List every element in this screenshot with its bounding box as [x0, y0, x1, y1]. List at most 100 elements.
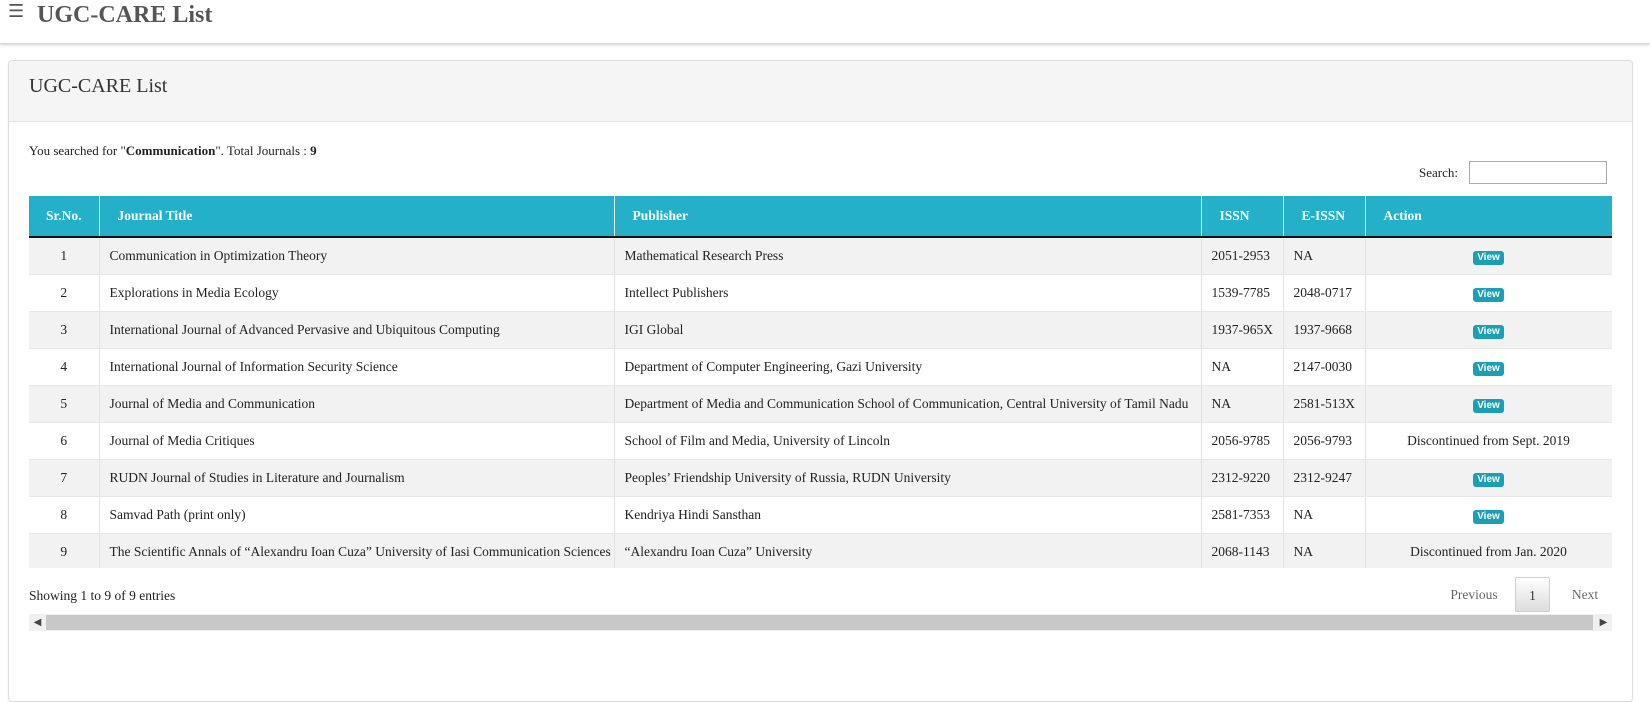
cell-journal-title: Communication in Optimization Theory [99, 237, 615, 275]
discontinued-status: Discontinued from Jan. 2020 [1410, 544, 1567, 559]
table-row: 5 Journal of Media and Communication Depar… [29, 385, 1612, 423]
cell-publisher: IGI Global [614, 311, 1202, 349]
cell-journal-title: International Journal of Information Sec… [99, 348, 615, 386]
column-header-journal-title[interactable]: Journal Title [99, 196, 615, 238]
table-row: 4 International Journal of Information Se… [29, 348, 1612, 386]
view-button[interactable]: View [1473, 250, 1504, 265]
cell-issn: 2056-9785 [1201, 422, 1284, 460]
total-journals-count: 9 [310, 143, 317, 158]
view-button[interactable]: View [1473, 324, 1504, 339]
cell-publisher: Department of Computer Engineering, Gazi… [614, 348, 1202, 386]
cell-e-issn: 2581-513X [1283, 385, 1366, 423]
scroll-right-arrow-icon[interactable]: ▶ [1599, 617, 1608, 628]
panel-title: UGC-CARE List [29, 75, 168, 97]
cell-sr-no: 1 [29, 237, 100, 275]
cell-e-issn: 2056-9793 [1283, 422, 1366, 460]
cell-publisher: Kendriya Hindi Sansthan [614, 496, 1202, 534]
cell-action: View [1365, 237, 1612, 275]
view-button[interactable]: View [1473, 509, 1504, 524]
pagination-page-1[interactable]: 1 [1515, 577, 1550, 612]
view-button[interactable]: View [1473, 398, 1504, 413]
view-button[interactable]: View [1473, 361, 1504, 376]
cell-issn: 2051-2953 [1201, 237, 1284, 275]
cell-sr-no: 7 [29, 459, 100, 497]
cell-e-issn: 2312-9247 [1283, 459, 1366, 497]
cell-publisher: School of Film and Media, University of … [614, 422, 1202, 460]
cell-issn: 1539-7785 [1201, 274, 1284, 312]
table-header-row: Sr.No. Journal Title Publisher ISSN E-IS… [29, 196, 1612, 238]
top-bar: ☰ UGC-CARE List [0, 0, 1650, 44]
cell-issn: NA [1201, 385, 1284, 423]
cell-e-issn: 2048-0717 [1283, 274, 1366, 312]
table-row: 1 Communication in Optimization Theory Mat… [29, 237, 1612, 275]
cell-sr-no: 8 [29, 496, 100, 534]
cell-publisher: “Alexandru Ioan Cuza” University [614, 533, 1202, 568]
scrollbar-thumb[interactable] [46, 615, 1593, 630]
journals-table: Sr.No. Journal Title Publisher ISSN E-IS… [29, 196, 1612, 568]
cell-sr-no: 3 [29, 311, 100, 349]
cell-e-issn: NA [1283, 533, 1366, 568]
pagination-next[interactable]: Next [1571, 587, 1599, 602]
column-header-publisher[interactable]: Publisher [614, 196, 1202, 238]
table-row: 7 RUDN Journal of Studies in Literature a… [29, 459, 1612, 497]
cell-journal-title: The Scientific Annals of “Alexandru Ioan… [99, 533, 615, 568]
cell-action: View [1365, 385, 1612, 423]
cell-publisher: Intellect Publishers [614, 274, 1202, 312]
cell-e-issn: NA [1283, 496, 1366, 534]
table-row: 2 Explorations in Media Ecology Intellect … [29, 274, 1612, 312]
cell-sr-no: 2 [29, 274, 100, 312]
table-row: 3 International Journal of Advanced Perva… [29, 311, 1612, 349]
cell-issn: 1937-965X [1201, 311, 1284, 349]
cell-issn: 2312-9220 [1201, 459, 1284, 497]
search-summary: You searched for "Communication". Total … [29, 143, 317, 159]
cell-action: View [1365, 348, 1612, 386]
cell-journal-title: RUDN Journal of Studies in Literature an… [99, 459, 615, 497]
scroll-left-arrow-icon[interactable]: ◀ [33, 617, 42, 628]
entries-info: Showing 1 to 9 of 9 entries [29, 588, 176, 603]
cell-issn: 2068-1143 [1201, 533, 1284, 568]
view-button[interactable]: View [1473, 287, 1504, 302]
cell-action: Discontinued from Jan. 2020 [1365, 533, 1612, 568]
cell-publisher: Mathematical Research Press [614, 237, 1202, 275]
cell-issn: NA [1201, 348, 1284, 386]
discontinued-status: Discontinued from Sept. 2019 [1407, 433, 1570, 448]
app-title: UGC-CARE List [37, 2, 213, 28]
cell-sr-no: 6 [29, 422, 100, 460]
cell-journal-title: Explorations in Media Ecology [99, 274, 615, 312]
cell-e-issn: 1937-9668 [1283, 311, 1366, 349]
search-input[interactable] [1469, 161, 1607, 184]
search-term: Communication [125, 143, 216, 158]
cell-sr-no: 5 [29, 385, 100, 423]
column-header-action[interactable]: Action [1365, 196, 1612, 238]
cell-action: Discontinued from Sept. 2019 [1365, 422, 1612, 460]
hamburger-menu-icon[interactable]: ☰ [8, 1, 25, 22]
search-summary-prefix: You searched for " [29, 143, 126, 158]
table-row: 9 The Scientific Annals of “Alexandru Ioa… [29, 533, 1612, 568]
view-button[interactable]: View [1473, 472, 1504, 487]
cell-journal-title: Journal of Media and Communication [99, 385, 615, 423]
pagination-previous[interactable]: Previous [1450, 587, 1498, 602]
cell-journal-title: Samvad Path (print only) [99, 496, 615, 534]
cell-e-issn: NA [1283, 237, 1366, 275]
cell-action: View [1365, 311, 1612, 349]
table-body: 1 Communication in Optimization Theory Mat… [29, 237, 1612, 568]
cell-action: View [1365, 459, 1612, 497]
cell-journal-title: International Journal of Advanced Pervas… [99, 311, 615, 349]
cell-e-issn: 2147-0030 [1283, 348, 1366, 386]
panel-heading [9, 61, 1632, 122]
cell-action: View [1365, 496, 1612, 534]
cell-sr-no: 4 [29, 348, 100, 386]
journals-table-wrapper: Sr.No. Journal Title Publisher ISSN E-IS… [29, 196, 1612, 568]
cell-publisher: Department of Media and Communication Sc… [614, 385, 1202, 423]
cell-action: View [1365, 274, 1612, 312]
cell-publisher: Peoples’ Friendship University of Russia… [614, 459, 1202, 497]
search-label: Search: [1419, 165, 1458, 180]
cell-sr-no: 9 [29, 533, 100, 568]
horizontal-scrollbar[interactable]: ◀ ▶ [29, 614, 1612, 631]
column-header-e-issn[interactable]: E-ISSN [1283, 196, 1366, 238]
column-header-sr-no[interactable]: Sr.No. [29, 196, 100, 238]
search-summary-middle: ". Total Journals : [215, 143, 311, 158]
column-header-issn[interactable]: ISSN [1201, 196, 1284, 238]
cell-journal-title: Journal of Media Critiques [99, 422, 615, 460]
table-row: 6 Journal of Media Critiques School of Fil… [29, 422, 1612, 460]
